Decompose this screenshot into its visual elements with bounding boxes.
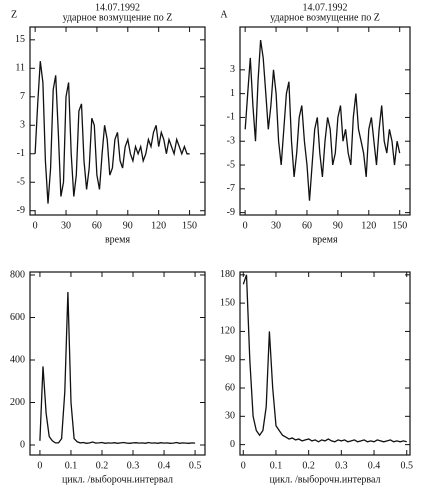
x-axis-label: время [312, 234, 337, 245]
y-tick-label: 30 [225, 411, 235, 422]
chart-title: 14.07.1992 [303, 2, 348, 13]
y-tick-label: 15 [15, 34, 25, 45]
x-tick-label: 0.1 [270, 460, 283, 471]
data-line [242, 274, 407, 443]
x-tick-label: 0 [241, 460, 246, 471]
y-tick-label: 0 [230, 439, 235, 450]
y-tick-label: 800 [10, 269, 25, 280]
y-tick-label: 7 [20, 91, 25, 102]
data-line [34, 61, 190, 204]
x-tick-label: 150 [392, 220, 407, 231]
x-tick-label: 0.5 [189, 460, 202, 471]
x-tick-label: 0.2 [302, 460, 315, 471]
y-tick-label: -9 [227, 207, 235, 218]
y-tick-label: -3 [227, 136, 235, 147]
y-tick-label: 150 [220, 297, 235, 308]
chart-title: 14.07.1992 [95, 2, 140, 13]
y-tick-label: 0 [20, 439, 25, 450]
plot-frame [239, 271, 411, 456]
y-tick-label: 60 [225, 382, 235, 393]
x-axis-label: время [105, 234, 130, 245]
x-tick-label: 0.2 [96, 460, 109, 471]
x-tick-label: 30 [61, 220, 71, 231]
x-tick-label: 120 [151, 220, 166, 231]
y-axis-label: A [220, 9, 228, 20]
data-line [244, 40, 401, 201]
x-tick-label: 0.5 [400, 460, 413, 471]
plot-frame [29, 271, 206, 456]
y-tick-label: 180 [220, 269, 235, 280]
y-tick-label: 3 [230, 64, 235, 75]
x-tick-label: 120 [361, 220, 376, 231]
y-tick-label: 600 [10, 312, 25, 323]
y-tick-label: 3 [20, 120, 25, 131]
x-tick-label: 0.4 [368, 460, 381, 471]
x-tick-label: 150 [182, 220, 197, 231]
y-tick-label: -5 [227, 159, 235, 170]
x-tick-label: 0.3 [335, 460, 348, 471]
x-tick-label: 60 [92, 220, 102, 231]
x-axis-label: цикл. /выборочн.интервал [269, 474, 380, 485]
y-tick-label: 11 [15, 63, 25, 74]
plot-frame [29, 26, 206, 216]
y-tick-label: -9 [17, 205, 25, 216]
x-tick-label: 0 [37, 460, 42, 471]
y-tick-label: -1 [227, 112, 235, 123]
y-tick-label: 400 [10, 354, 25, 365]
y-tick-label: 200 [10, 397, 25, 408]
chart-subtitle: ударное возмущение по Z [63, 12, 173, 23]
chart-subtitle: ударное возмущение по Z [270, 12, 380, 23]
y-tick-label: 90 [225, 354, 235, 365]
data-line [39, 291, 196, 444]
x-tick-label: 0 [243, 220, 248, 231]
x-tick-label: 90 [333, 220, 343, 231]
x-tick-label: 0.1 [65, 460, 78, 471]
plot-frame [239, 26, 411, 216]
y-tick-label: -7 [227, 183, 235, 194]
y-axis-label: Z [11, 9, 17, 20]
x-tick-label: 0.3 [127, 460, 140, 471]
x-tick-label: 90 [123, 220, 133, 231]
x-tick-label: 0.4 [158, 460, 171, 471]
y-tick-label: -5 [17, 177, 25, 188]
y-tick-label: 120 [220, 326, 235, 337]
x-tick-label: 0 [33, 220, 38, 231]
y-tick-label: -1 [17, 148, 25, 159]
x-tick-label: 60 [302, 220, 312, 231]
x-tick-label: 30 [271, 220, 281, 231]
y-tick-label: 1 [230, 88, 235, 99]
x-axis-label: цикл. /выборочн.интервал [62, 474, 173, 485]
